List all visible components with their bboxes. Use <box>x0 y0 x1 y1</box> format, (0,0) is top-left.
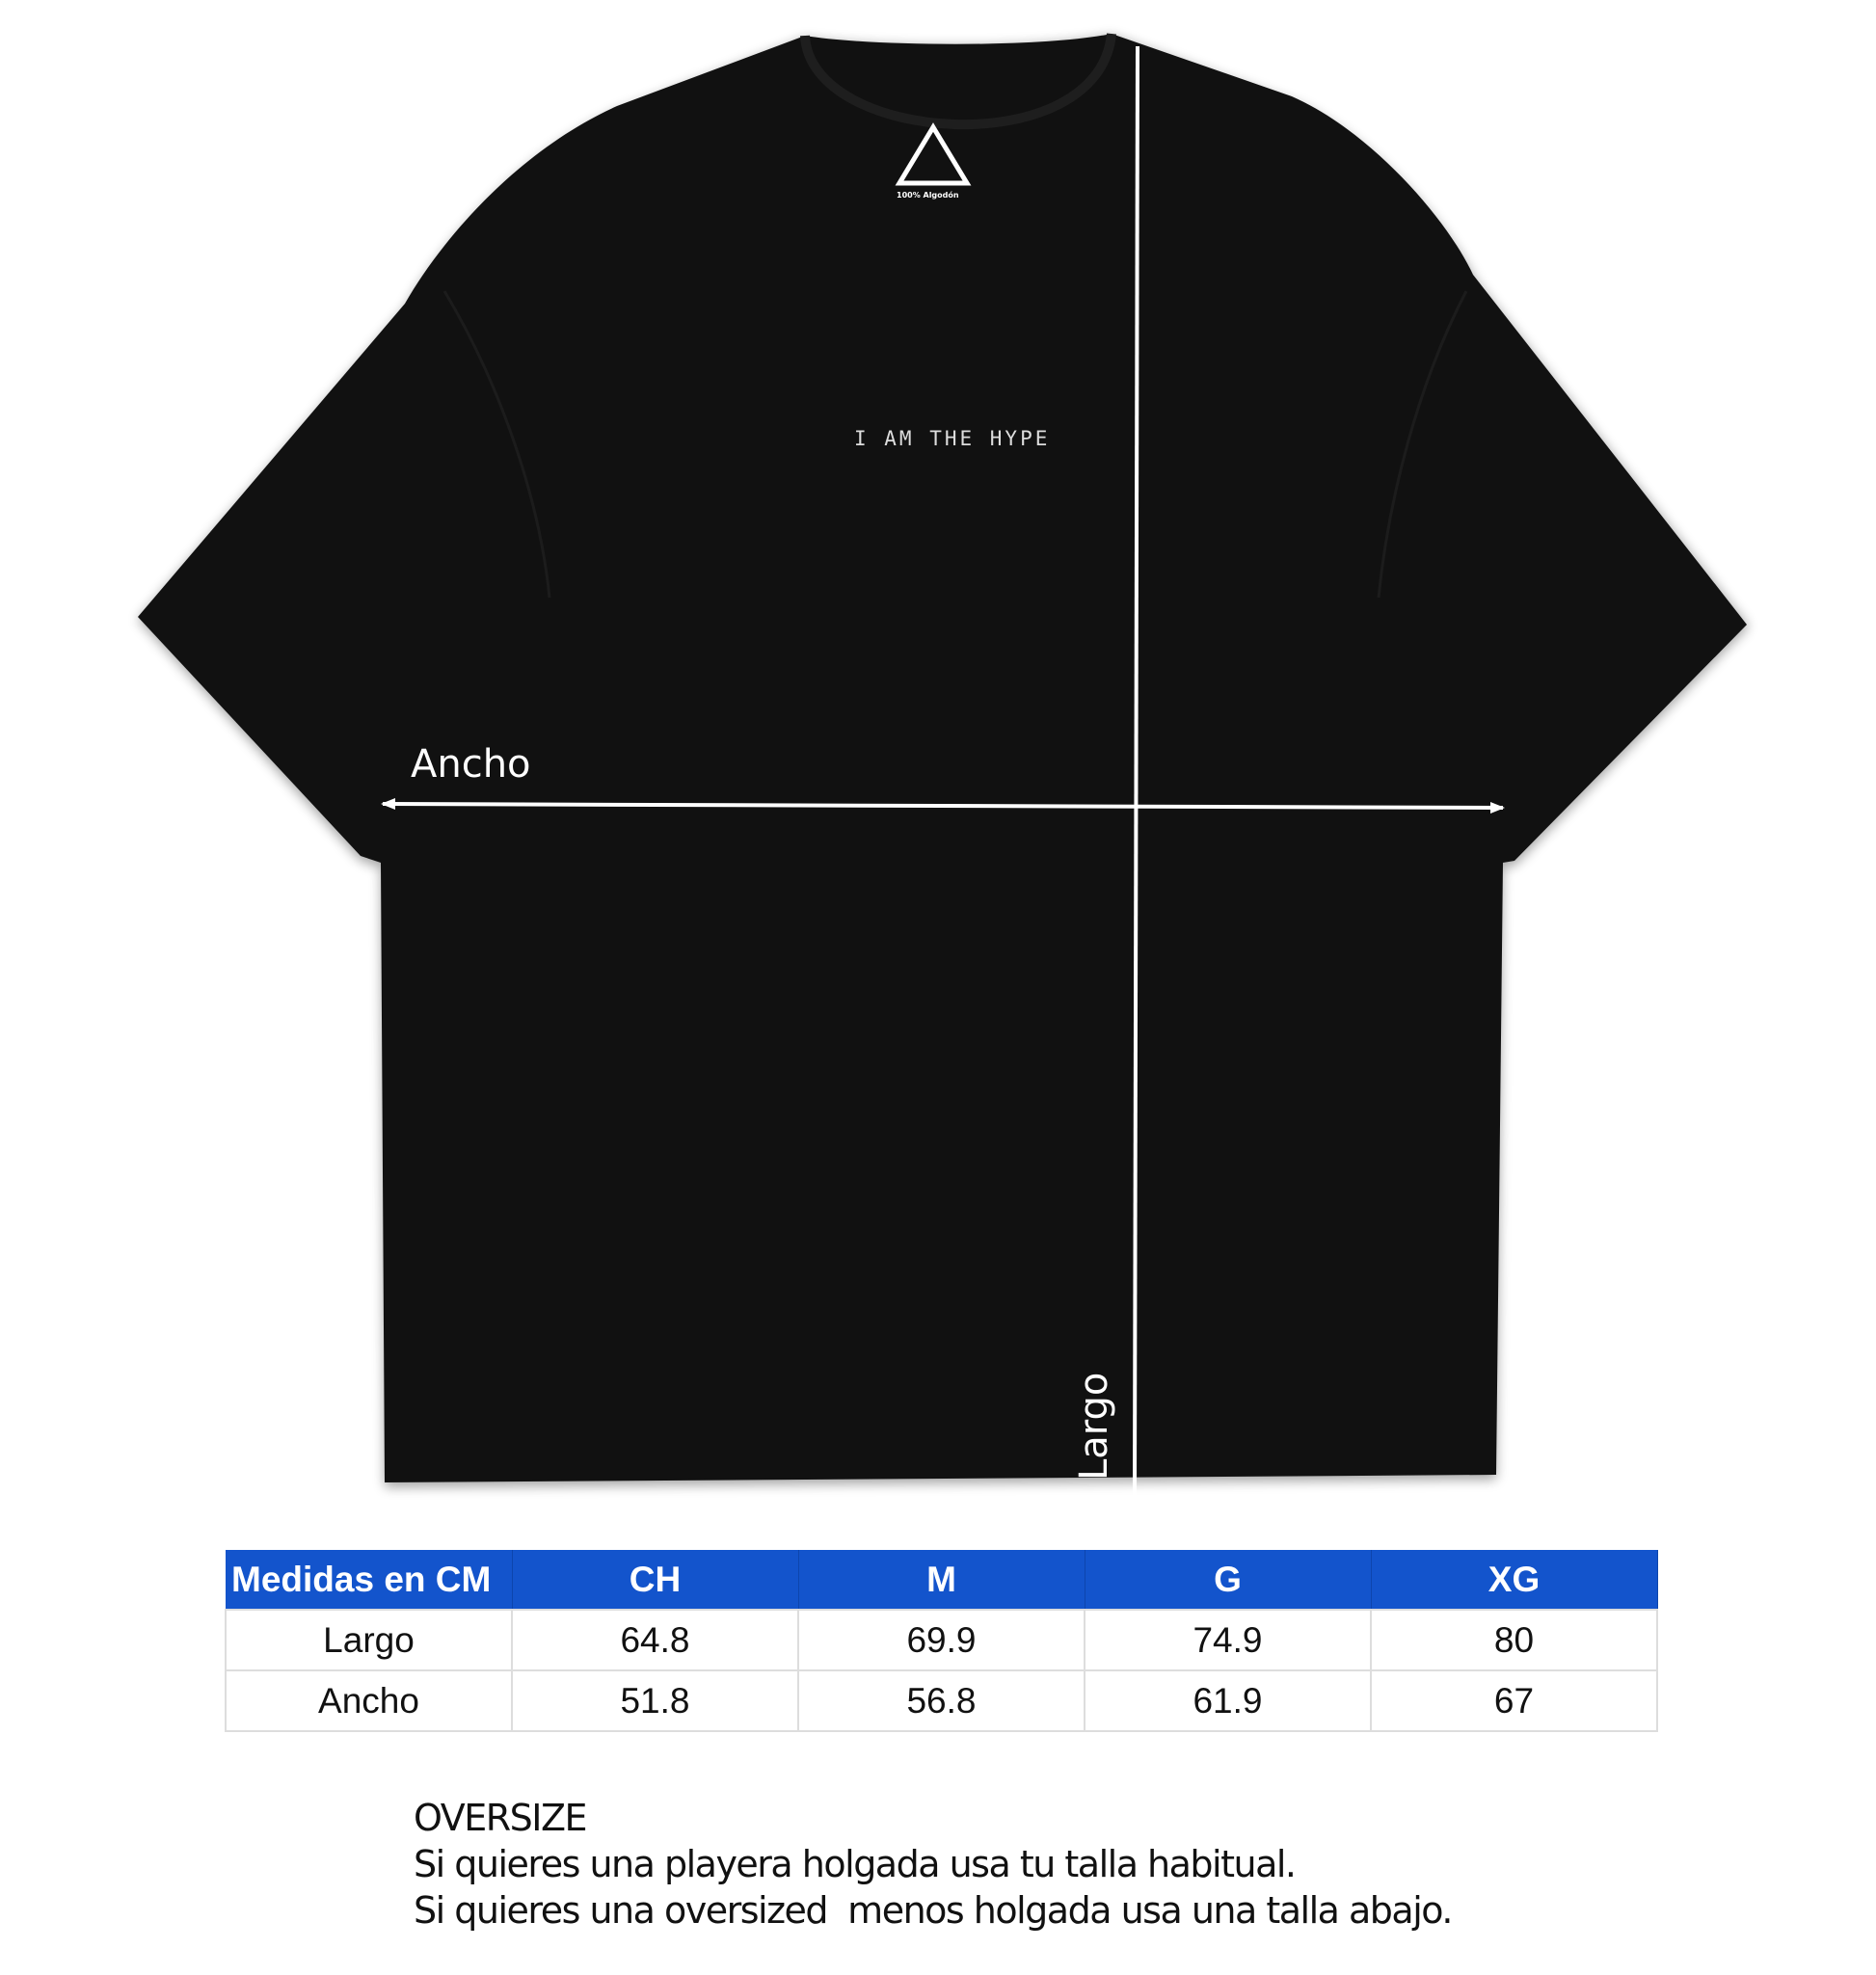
tshirt-illustration <box>138 33 1749 1501</box>
logo-triangle <box>895 122 972 186</box>
collar <box>800 33 1116 129</box>
table-header-row: Medidas en CM CH M G XG <box>226 1550 1658 1610</box>
header-cell: Medidas en CM <box>226 1550 513 1610</box>
row-label: Ancho <box>225 1669 513 1732</box>
table-cell: 56.8 <box>797 1669 1085 1732</box>
table-cell: 69.9 <box>797 1609 1085 1671</box>
table-row: Largo 64.8 69.9 74.9 80 <box>225 1609 1658 1671</box>
width-label: Ancho <box>411 742 531 787</box>
arrow-left-icon <box>381 798 395 810</box>
fit-notes: OVERSIZE Si quieres una playera holgada … <box>414 1795 1453 1934</box>
header-cell: G <box>1085 1550 1372 1610</box>
logo-caption: 100% Algodón <box>897 191 959 200</box>
header-cell: XG <box>1371 1550 1658 1610</box>
notes-title: OVERSIZE <box>414 1797 588 1839</box>
tshirt-body <box>138 34 1747 1482</box>
table-cell: 64.8 <box>511 1609 799 1671</box>
table-cell: 61.9 <box>1084 1669 1372 1732</box>
table-cell: 67 <box>1370 1669 1658 1732</box>
header-cell: CH <box>512 1550 799 1610</box>
length-label: Largo <box>1072 1372 1116 1481</box>
row-label: Largo <box>225 1609 513 1671</box>
chest-print-text: I AM THE HYPE <box>854 427 1051 450</box>
table-row: Ancho 51.8 56.8 61.9 67 <box>225 1669 1658 1732</box>
width-measure-line <box>382 802 1504 810</box>
table-cell: 51.8 <box>511 1669 799 1732</box>
table-cell: 80 <box>1370 1609 1658 1671</box>
size-table: Medidas en CM CH M G XG Largo 64.8 69.9 … <box>225 1550 1658 1732</box>
notes-line: Si quieres una oversized menos holgada u… <box>414 1889 1453 1932</box>
length-measure-line <box>1133 45 1139 1501</box>
arrow-right-icon <box>1490 802 1505 814</box>
notes-line: Si quieres una playera holgada usa tu ta… <box>414 1843 1297 1885</box>
table-cell: 74.9 <box>1084 1609 1372 1671</box>
header-cell: M <box>798 1550 1085 1610</box>
